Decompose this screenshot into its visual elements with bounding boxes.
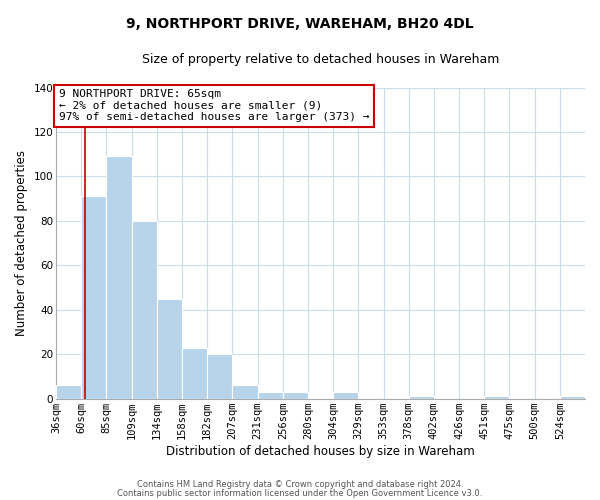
Bar (333, 392, 358, 398)
Bar (283, 392, 308, 398)
Text: Contains HM Land Registry data © Crown copyright and database right 2024.: Contains HM Land Registry data © Crown c… (137, 480, 463, 489)
Bar (157, 298, 182, 398)
Y-axis label: Number of detached properties: Number of detached properties (15, 150, 28, 336)
Bar (106, 156, 131, 398)
Bar (232, 386, 257, 398)
Bar (81, 196, 106, 398)
Bar (207, 354, 232, 399)
Text: 9 NORTHPORT DRIVE: 65sqm
← 2% of detached houses are smaller (9)
97% of semi-det: 9 NORTHPORT DRIVE: 65sqm ← 2% of detache… (59, 89, 369, 122)
Bar (182, 348, 207, 399)
Bar (484, 396, 509, 398)
Bar (257, 392, 283, 398)
Bar (409, 396, 434, 398)
X-axis label: Distribution of detached houses by size in Wareham: Distribution of detached houses by size … (166, 444, 475, 458)
Text: Contains public sector information licensed under the Open Government Licence v3: Contains public sector information licen… (118, 488, 482, 498)
Title: Size of property relative to detached houses in Wareham: Size of property relative to detached ho… (142, 52, 499, 66)
Bar (131, 221, 157, 398)
Bar (56, 386, 81, 398)
Bar (560, 396, 585, 398)
Text: 9, NORTHPORT DRIVE, WAREHAM, BH20 4DL: 9, NORTHPORT DRIVE, WAREHAM, BH20 4DL (126, 18, 474, 32)
